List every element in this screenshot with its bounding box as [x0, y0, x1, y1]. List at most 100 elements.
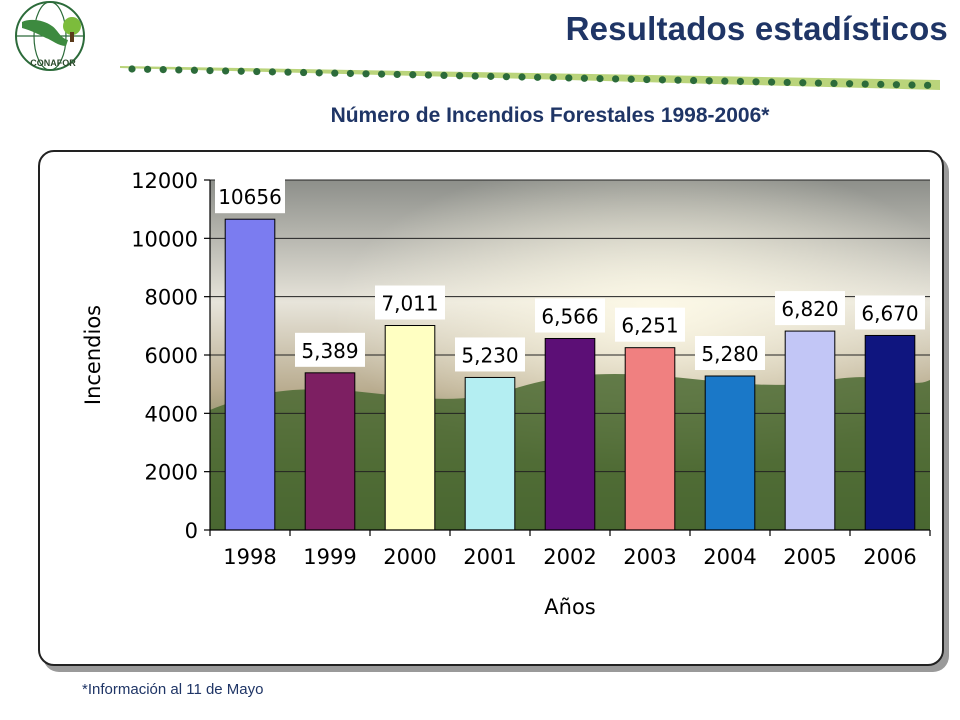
decor-dot — [222, 67, 230, 75]
data-label-box — [855, 295, 925, 330]
data-label: 6,670 — [861, 301, 918, 325]
data-label: 5,280 — [701, 342, 758, 366]
data-label-box — [455, 337, 525, 372]
decor-dot — [674, 76, 682, 84]
data-label-box — [215, 179, 285, 214]
bar-2003 — [624, 347, 676, 531]
decor-dot — [565, 74, 573, 82]
decor-dot — [471, 72, 479, 80]
decor-dot — [502, 73, 510, 81]
decor-dot — [643, 75, 651, 84]
bar-1998 — [224, 218, 276, 531]
bar-2005 — [784, 330, 836, 531]
decor-dot — [736, 77, 745, 86]
decor-dot — [393, 70, 401, 79]
x-tick-label: 2003 — [623, 545, 676, 569]
bar-1999 — [304, 372, 356, 531]
decor-dot — [924, 81, 932, 89]
decor-dot — [362, 70, 370, 78]
data-label: 6,566 — [541, 304, 598, 328]
x-tick-label: 2006 — [863, 545, 916, 569]
decor-dot — [892, 81, 901, 89]
decor-dot — [799, 79, 807, 87]
decor-dot — [783, 78, 791, 87]
y-tick-label: 6000 — [145, 344, 198, 368]
conafor-logo: CONAFOR — [0, 0, 108, 76]
data-label: 6,820 — [781, 297, 838, 321]
y-tick-label: 0 — [185, 519, 198, 543]
decor-dot — [814, 79, 823, 87]
bar-2002 — [544, 337, 596, 531]
data-label: 5,230 — [461, 343, 518, 367]
bar-chart: 0 2000 4000 6000 8000 10000 12000 1998 1999 2000 2… — [81, 169, 931, 619]
decor-dot — [237, 67, 245, 75]
decorative-dotted-band — [120, 65, 940, 90]
decor-dot — [658, 76, 667, 84]
y-tick-label: 2000 — [145, 461, 198, 485]
decor-dot — [300, 68, 308, 77]
decor-dot — [284, 68, 292, 76]
decor-dot — [705, 77, 713, 85]
data-label-box — [695, 336, 765, 370]
bar-2004 — [704, 375, 756, 531]
decor-dot — [580, 74, 588, 82]
decor-dot — [409, 71, 417, 79]
decor-dot — [877, 80, 885, 88]
y-axis-label: Incendios — [81, 305, 105, 405]
decor-dot — [346, 69, 354, 78]
bar-2001 — [464, 376, 516, 531]
decor-dot — [549, 74, 557, 82]
decor-dot — [128, 65, 136, 73]
decor-dot — [596, 75, 604, 83]
data-label: 5,389 — [301, 339, 358, 363]
decor-dot — [534, 73, 542, 81]
decor-dot — [627, 75, 635, 83]
logo-label: CONAFOR — [30, 58, 76, 68]
data-label: 7,011 — [381, 292, 438, 316]
decor-dot — [378, 70, 386, 78]
x-axis-label: Años — [544, 595, 595, 619]
decor-dot — [440, 71, 448, 79]
x-tick-label: 1998 — [223, 545, 276, 569]
decor-dot — [690, 76, 698, 85]
data-label-box — [615, 307, 685, 342]
bar-2006 — [864, 334, 916, 531]
decor-dot — [315, 69, 323, 77]
y-tick-label: 10000 — [131, 227, 198, 251]
decor-dot — [144, 65, 152, 73]
chart-title: Número de Incendios Forestales 1998-2006… — [330, 104, 770, 127]
chart-frame: 0 2000 4000 6000 8000 10000 12000 1998 1999 2000 2… — [38, 150, 944, 666]
decor-dot — [456, 72, 464, 80]
decor-dot — [253, 67, 261, 76]
decor-dot — [846, 80, 854, 88]
page-title: Resultados estadísticos — [565, 10, 948, 47]
footnote: *Información al 11 de Mayo — [82, 681, 264, 698]
decor-dot — [175, 66, 183, 74]
data-label-box — [295, 332, 365, 367]
x-tick-label: 2002 — [543, 545, 596, 569]
decor-dot — [768, 78, 776, 86]
decor-dot — [331, 69, 339, 77]
decor-dot — [159, 66, 167, 74]
x-tick-label: 2001 — [463, 545, 516, 569]
x-tick-label: 1999 — [303, 545, 356, 569]
x-tick-label: 2005 — [783, 545, 836, 569]
decor-dot — [908, 81, 916, 89]
data-label-box — [375, 285, 445, 320]
decor-dot — [268, 68, 276, 76]
data-label-box — [775, 291, 845, 326]
x-tick-label: 2000 — [383, 545, 436, 569]
decor-dot — [612, 75, 620, 83]
decor-dot — [487, 72, 495, 80]
globe-icon — [15, 1, 85, 71]
decor-dot — [424, 71, 432, 79]
data-label: 10656 — [218, 185, 282, 209]
decor-dot — [752, 78, 760, 86]
y-tick-label: 12000 — [131, 169, 198, 193]
y-tick-label: 4000 — [145, 402, 198, 426]
x-tick-label: 2004 — [703, 545, 756, 569]
bar-2000 — [384, 325, 436, 531]
decor-dot — [206, 67, 214, 75]
decor-dot — [190, 66, 198, 74]
decor-dot — [721, 77, 729, 85]
